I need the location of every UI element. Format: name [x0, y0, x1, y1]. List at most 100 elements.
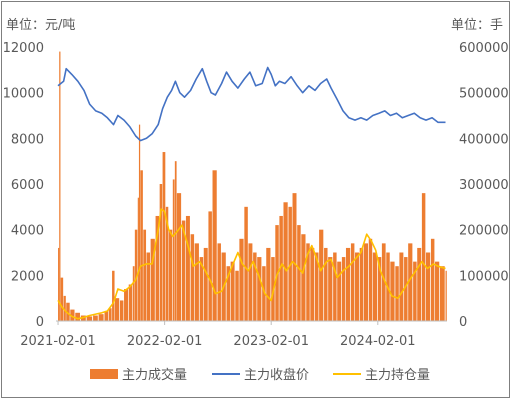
volume-bar — [174, 161, 177, 321]
volume-bar — [150, 238, 155, 321]
volume-bar — [297, 225, 301, 321]
volume-bars — [58, 51, 447, 322]
volume-bar — [217, 243, 221, 321]
volume-bar — [333, 252, 337, 321]
volume-bar — [132, 266, 135, 321]
right-tick-label: 200000 — [459, 224, 509, 239]
x-tick-label: 2021-02-01 — [20, 334, 96, 349]
volume-bar — [244, 206, 248, 321]
volume-bar — [75, 312, 80, 321]
volume-bar — [377, 257, 382, 321]
volume-bar — [328, 257, 333, 321]
volume-bar — [104, 310, 109, 321]
volume-bar — [399, 252, 404, 321]
volume-bar — [395, 266, 399, 321]
volume-bar — [306, 243, 310, 321]
volume-bar — [248, 243, 253, 321]
volume-bar — [350, 243, 355, 321]
legend-label: 主力持仓量 — [365, 368, 430, 383]
right-axis-ticks: 0 100000 200000 300000 400000 500000 600000 — [459, 41, 509, 330]
volume-bar — [425, 252, 431, 321]
volume-bar — [435, 261, 440, 321]
volume-bar — [381, 243, 386, 321]
right-tick-label: 300000 — [459, 178, 509, 193]
left-unit-label: 单位：元/吨 — [6, 18, 75, 33]
volume-bar — [203, 247, 208, 321]
volume-bar — [310, 247, 315, 321]
volume-bar — [146, 252, 150, 321]
volume-bar — [176, 193, 182, 321]
x-tick-label: 2023-02-01 — [233, 334, 309, 349]
volume-bar — [168, 229, 173, 321]
volume-bar — [199, 257, 204, 321]
legend-swatch — [90, 369, 118, 379]
volume-bar — [257, 257, 262, 321]
volume-bar — [185, 215, 190, 321]
volume-bar — [212, 170, 217, 321]
right-tick-label: 400000 — [459, 132, 509, 147]
volume-bar — [262, 266, 266, 321]
volume-bar — [226, 266, 231, 321]
volume-bar — [324, 247, 328, 321]
volume-bar — [208, 211, 212, 321]
volume-bar — [408, 243, 413, 321]
volume-bar — [63, 295, 66, 321]
left-tick-label: 6000 — [11, 178, 44, 193]
volume-bar — [345, 247, 351, 321]
volume-bar — [162, 152, 166, 321]
left-tick-label: 10000 — [3, 87, 44, 102]
volume-bar — [253, 252, 257, 321]
volume-bar — [155, 215, 160, 321]
volume-bar — [143, 229, 147, 321]
volume-bar — [363, 243, 368, 321]
right-tick-label: 600000 — [459, 41, 509, 56]
legend: 主力成交量 主力收盘价 主力持仓量 — [90, 367, 430, 383]
volume-bar — [337, 261, 342, 321]
volume-bar — [319, 229, 324, 321]
volume-bar — [341, 257, 346, 321]
volume-bar — [368, 238, 373, 321]
left-tick-label: 0 — [36, 315, 44, 330]
volume-bar — [194, 243, 199, 321]
x-axis-ticks: 2021-02-01 2022-02-01 2023-02-01 2024-02-01 — [20, 321, 416, 349]
volume-bar — [445, 270, 447, 321]
volume-bar — [417, 247, 422, 321]
volume-bar — [292, 193, 297, 321]
volume-bar — [119, 300, 124, 321]
volume-bar — [190, 234, 195, 321]
left-tick-label: 12000 — [3, 41, 44, 56]
volume-bar — [439, 266, 445, 321]
x-tick-label: 2022-02-01 — [127, 334, 203, 349]
right-tick-label: 100000 — [459, 269, 509, 284]
volume-bar — [86, 316, 93, 321]
right-tick-label: 0 — [459, 315, 467, 330]
volume-bar — [283, 202, 288, 321]
volume-bar — [430, 238, 435, 321]
volume-bar — [93, 315, 98, 321]
volume-bar — [235, 270, 239, 321]
volume-bar — [390, 261, 395, 321]
volume-bar — [58, 247, 60, 321]
volume-bar — [372, 252, 378, 321]
volume-bar — [137, 197, 139, 321]
right-unit-label: 单位：手 — [451, 18, 503, 33]
volume-bar — [172, 179, 175, 321]
volume-bar — [355, 252, 359, 321]
volume-bar — [98, 314, 104, 321]
volume-bar — [159, 184, 163, 321]
volume-bar — [181, 220, 186, 321]
volume-bar — [134, 229, 138, 321]
legend-label: 主力收盘价 — [244, 367, 309, 383]
left-tick-label: 4000 — [11, 224, 44, 239]
volume-bar — [112, 270, 115, 321]
volume-bar — [59, 51, 61, 322]
volume-bar — [114, 298, 120, 321]
volume-bar — [315, 252, 319, 321]
volume-bar — [359, 247, 364, 321]
volume-bar — [279, 215, 283, 321]
close-price-line — [57, 66, 446, 142]
series-lines — [57, 66, 446, 320]
volume-bar — [413, 261, 417, 321]
legend-label: 主力成交量 — [122, 367, 187, 383]
